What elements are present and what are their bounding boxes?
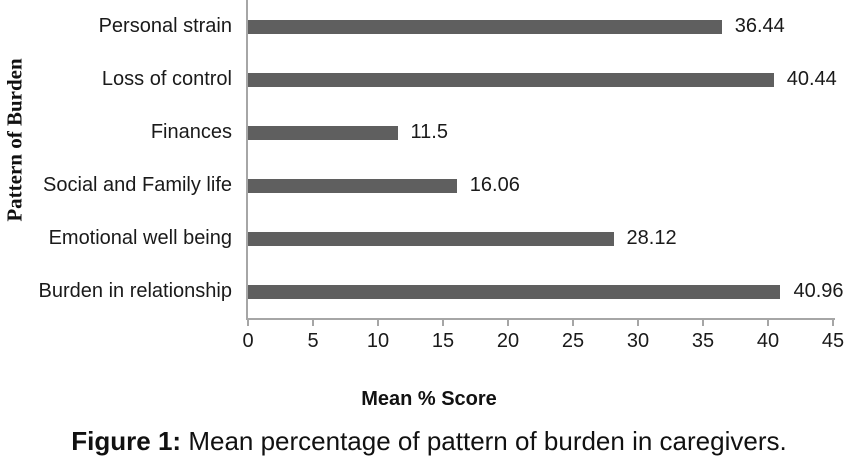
- category-label: Loss of control: [101, 68, 232, 90]
- x-tick-mark: [247, 320, 249, 326]
- x-tick-label: 30: [626, 330, 650, 352]
- category-label: Finances: [150, 121, 232, 143]
- x-tick-label: 40: [756, 330, 780, 352]
- category-label: Social and Family life: [43, 174, 232, 196]
- value-label: 40.44: [786, 68, 837, 90]
- x-tick-mark: [442, 320, 444, 326]
- caption-label: Figure 1:: [71, 426, 182, 456]
- value-label: 28.12: [626, 227, 677, 249]
- x-tick-mark: [572, 320, 574, 326]
- category-label: Emotional well being: [48, 227, 232, 249]
- category-label: Personal strain: [98, 15, 232, 37]
- x-tick-label: 5: [307, 330, 319, 352]
- bar: [248, 19, 722, 34]
- x-tick-mark: [507, 320, 509, 326]
- x-tick-mark: [702, 320, 704, 326]
- figure-caption: Figure 1: Mean percentage of pattern of …: [0, 426, 858, 457]
- x-axis-line: [246, 318, 835, 320]
- x-tick-label: 25: [561, 330, 585, 352]
- x-tick-label: 15: [431, 330, 455, 352]
- value-label: 16.06: [469, 174, 520, 196]
- value-label: 40.96: [793, 280, 844, 302]
- bar: [248, 178, 457, 193]
- x-axis-title: Mean % Score: [361, 388, 497, 410]
- value-label: 11.5: [410, 121, 448, 143]
- x-tick-mark: [377, 320, 379, 326]
- bar: [248, 72, 774, 87]
- x-tick-mark: [312, 320, 314, 326]
- x-tick-label: 10: [366, 330, 390, 352]
- x-tick-mark: [637, 320, 639, 326]
- x-tick-label: 45: [821, 330, 845, 352]
- category-label: Burden in relationship: [38, 280, 232, 302]
- x-tick-mark: [832, 320, 834, 326]
- bar-chart: Pattern of Burden Mean % Score Personal …: [3, 0, 845, 410]
- x-tick-label: 0: [242, 330, 254, 352]
- x-tick-label: 20: [496, 330, 520, 352]
- bar: [248, 125, 398, 140]
- value-label: 36.44: [734, 15, 785, 37]
- caption-text: Mean percentage of pattern of burden in …: [188, 426, 787, 456]
- bar: [248, 284, 781, 299]
- bar: [248, 231, 614, 246]
- y-axis-line: [246, 0, 248, 320]
- x-tick-mark: [767, 320, 769, 326]
- x-tick-label: 35: [691, 330, 715, 352]
